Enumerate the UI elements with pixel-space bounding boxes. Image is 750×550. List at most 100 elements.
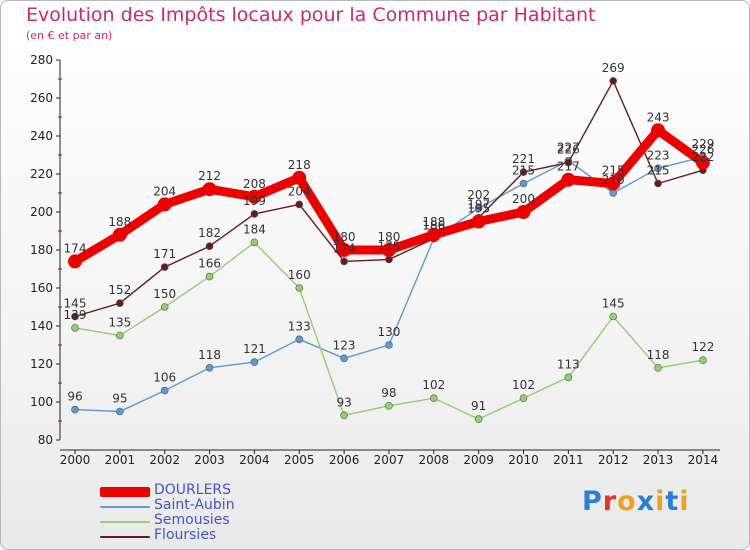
data-point <box>295 335 304 344</box>
data-label: 208 <box>243 177 266 191</box>
data-point <box>160 386 169 395</box>
data-point <box>205 363 214 372</box>
data-point <box>385 341 393 349</box>
legend-swatch <box>100 536 150 538</box>
data-label: 145 <box>64 297 87 311</box>
data-label: 118 <box>647 348 670 362</box>
data-label: 95 <box>112 392 127 406</box>
y-tick-label: 180 <box>30 243 53 257</box>
data-point <box>250 210 259 218</box>
data-point <box>695 155 710 170</box>
y-tick-label: 100 <box>30 395 53 409</box>
data-label: 204 <box>288 184 311 198</box>
logo-letter: t <box>665 486 680 517</box>
x-tick-label: 2010 <box>508 453 539 467</box>
x-tick-label: 2014 <box>688 453 719 467</box>
series-semousies <box>71 238 707 423</box>
data-point <box>471 214 486 229</box>
data-point <box>561 172 576 187</box>
data-label: 106 <box>153 371 176 385</box>
data-point <box>426 227 441 242</box>
x-tick-label: 2011 <box>553 453 584 467</box>
logo-letter: i <box>655 486 666 517</box>
data-label: 188 <box>422 215 445 229</box>
data-label: 102 <box>422 378 445 392</box>
data-point <box>116 407 124 416</box>
data-point <box>295 284 304 292</box>
y-tick-label: 140 <box>30 319 53 333</box>
data-point <box>71 405 79 414</box>
data-label: 212 <box>198 169 221 183</box>
data-point <box>340 354 348 363</box>
legend-swatch <box>100 487 150 497</box>
data-point <box>385 401 393 410</box>
x-tick-label: 2007 <box>374 453 405 467</box>
data-label: 113 <box>557 357 580 371</box>
data-point <box>654 363 662 372</box>
data-point <box>202 182 217 197</box>
chart-subtitle: (en € et par an) <box>26 29 113 42</box>
data-label: 222 <box>691 150 714 164</box>
data-label: 217 <box>557 160 580 174</box>
data-label: 218 <box>288 158 311 172</box>
data-point <box>205 272 214 281</box>
data-label: 197 <box>467 198 490 212</box>
data-label: 145 <box>602 297 625 311</box>
logo-letter: o <box>617 486 637 517</box>
x-tick-label: 2002 <box>149 453 180 467</box>
x-tick-label: 2009 <box>463 453 494 467</box>
data-label: 210 <box>602 173 625 187</box>
y-tick-label: 280 <box>30 53 53 67</box>
y-tick-label: 80 <box>38 433 53 447</box>
data-point <box>250 358 259 366</box>
legend-swatch <box>100 521 150 523</box>
data-label: 160 <box>288 268 311 282</box>
data-point <box>564 373 573 382</box>
logo-letter: r <box>602 486 618 517</box>
data-point <box>609 77 618 85</box>
x-tick-label: 2013 <box>643 453 674 467</box>
data-point <box>516 205 531 219</box>
data-label: 243 <box>647 110 670 124</box>
y-tick-label: 120 <box>30 357 53 371</box>
data-label: 96 <box>67 390 82 404</box>
data-point <box>250 238 259 247</box>
data-point <box>71 324 79 332</box>
data-label: 215 <box>512 164 535 178</box>
data-label: 204 <box>153 184 176 198</box>
data-label: 215 <box>647 164 670 178</box>
data-point <box>654 164 662 173</box>
data-point <box>247 189 262 204</box>
data-point <box>337 243 352 257</box>
data-label: 223 <box>647 148 670 162</box>
data-label: 166 <box>198 257 221 271</box>
chart-title: Evolution des Impôts locaux pour la Comm… <box>26 4 596 26</box>
y-tick-label: 260 <box>30 91 53 105</box>
data-point <box>116 331 124 340</box>
data-label: 226 <box>691 143 714 157</box>
data-point <box>699 356 707 365</box>
data-label: 199 <box>243 194 266 208</box>
x-tick-label: 2003 <box>194 453 225 467</box>
data-label: 195 <box>467 202 490 216</box>
data-label: 98 <box>381 386 396 400</box>
x-tick-label: 2006 <box>329 453 360 467</box>
data-point <box>160 303 169 311</box>
data-label: 93 <box>336 395 351 409</box>
data-label: 186 <box>422 219 445 233</box>
data-point <box>609 189 618 197</box>
data-point <box>651 123 666 138</box>
data-point <box>160 263 169 271</box>
x-tick-label: 2000 <box>60 453 91 467</box>
data-point <box>385 255 393 264</box>
data-point <box>519 394 528 403</box>
data-label: 133 <box>288 319 311 333</box>
x-tick-label: 2005 <box>284 453 315 467</box>
data-labels-layer: 139 135 150 166 184 160 93 98 102 91 102 113 145 118 1… <box>64 61 715 413</box>
y-tick-label: 220 <box>30 167 53 181</box>
y-tick-label: 200 <box>30 205 53 219</box>
data-point <box>429 394 438 403</box>
data-label: 121 <box>243 342 266 356</box>
data-label: 150 <box>153 287 176 301</box>
